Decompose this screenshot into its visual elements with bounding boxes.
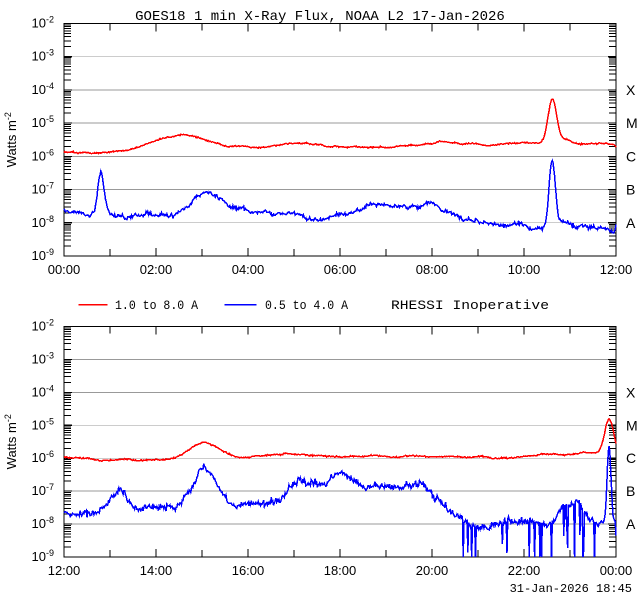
- svg-text:Watts m-2: Watts m-2: [3, 112, 19, 167]
- svg-text:04:00: 04:00: [232, 262, 265, 277]
- svg-text:08:00: 08:00: [416, 262, 449, 277]
- svg-text:B: B: [626, 182, 635, 198]
- svg-text:31-Jan-2026 18:45: 31-Jan-2026 18:45: [510, 582, 632, 596]
- svg-text:16:00: 16:00: [232, 563, 265, 578]
- svg-text:M: M: [626, 115, 638, 131]
- svg-text:Watts m-2: Watts m-2: [3, 414, 19, 469]
- svg-text:A: A: [626, 215, 636, 231]
- svg-text:0.5 to 4.0 A: 0.5 to 4.0 A: [265, 298, 348, 313]
- svg-text:14:00: 14:00: [140, 563, 173, 578]
- svg-text:18:00: 18:00: [324, 563, 357, 578]
- svg-text:12:00: 12:00: [48, 563, 81, 578]
- svg-text:22:00: 22:00: [508, 563, 541, 578]
- svg-text:C: C: [626, 450, 636, 466]
- svg-text:M: M: [626, 417, 638, 433]
- svg-text:06:00: 06:00: [324, 262, 357, 277]
- svg-text:02:00: 02:00: [140, 262, 173, 277]
- svg-text:GOES18 1 min X-Ray Flux, NOAA: GOES18 1 min X-Ray Flux, NOAA L2 17-Jan-…: [135, 9, 505, 25]
- svg-text:10:00: 10:00: [508, 262, 541, 277]
- svg-text:00:00: 00:00: [600, 563, 633, 578]
- svg-text:12:00: 12:00: [600, 262, 633, 277]
- svg-text:B: B: [626, 483, 635, 499]
- svg-text:X: X: [626, 82, 636, 98]
- svg-text:RHESSI Inoperative: RHESSI Inoperative: [391, 298, 549, 313]
- svg-text:00:00: 00:00: [48, 262, 81, 277]
- svg-text:1.0 to 8.0 A: 1.0 to 8.0 A: [115, 298, 198, 313]
- svg-text:C: C: [626, 148, 636, 164]
- svg-text:A: A: [626, 516, 636, 532]
- svg-text:20:00: 20:00: [416, 563, 449, 578]
- svg-text:X: X: [626, 384, 636, 400]
